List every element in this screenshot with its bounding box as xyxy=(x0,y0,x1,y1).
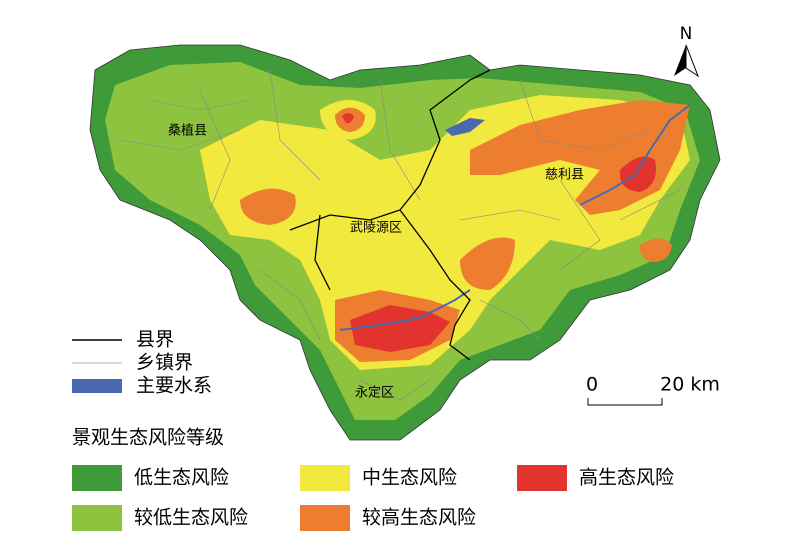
legend-title: 景观生态风险等级 xyxy=(72,427,224,449)
water xyxy=(445,118,485,136)
legend-swatch xyxy=(517,465,567,491)
legend-label: 较低生态风险 xyxy=(134,507,248,529)
high-risk-area xyxy=(350,305,450,352)
legend-label: 乡镇界 xyxy=(136,352,193,374)
county-label: 桑植县 xyxy=(168,124,207,139)
higher-risk-area xyxy=(240,188,296,225)
legend-swatch xyxy=(300,505,350,531)
map: 桑植县 慈利县 武陵源区 永定区 xyxy=(89,44,721,441)
legend-swatch xyxy=(72,505,122,531)
legend-swatch xyxy=(300,465,350,491)
north-label: N xyxy=(680,24,693,44)
legend-water xyxy=(72,379,122,393)
county-boundaries xyxy=(289,69,491,361)
scale-label: 0 xyxy=(586,374,598,396)
north-arrow: N xyxy=(674,24,700,78)
county-label: 永定区 xyxy=(355,386,394,401)
map-outline xyxy=(89,44,721,441)
county-label: 慈利县 xyxy=(545,168,584,183)
mid-risk-area xyxy=(200,95,690,370)
scale-line xyxy=(587,398,663,406)
scale-bar: 0 20 km xyxy=(586,374,720,406)
higher-risk-area xyxy=(639,238,672,262)
county-label: 武陵源区 xyxy=(350,221,402,236)
legend-label: 高生态风险 xyxy=(579,467,674,489)
scale-label: 20 km xyxy=(660,374,720,396)
legend-label: 低生态风险 xyxy=(134,467,229,489)
town-boundaries xyxy=(119,69,681,401)
higher-risk-area xyxy=(460,237,515,290)
river xyxy=(339,289,471,331)
north-arrow-left xyxy=(674,45,686,76)
north-arrow-right xyxy=(685,44,700,78)
high-risk-area xyxy=(619,156,656,192)
river xyxy=(579,104,691,206)
legend-label: 主要水系 xyxy=(136,375,212,397)
legend-label: 中生态风险 xyxy=(362,467,457,489)
legend-label: 较高生态风险 xyxy=(362,507,476,529)
legend-swatch xyxy=(72,465,122,491)
legend-label: 县界 xyxy=(136,329,174,351)
high-risk-area xyxy=(342,113,354,124)
